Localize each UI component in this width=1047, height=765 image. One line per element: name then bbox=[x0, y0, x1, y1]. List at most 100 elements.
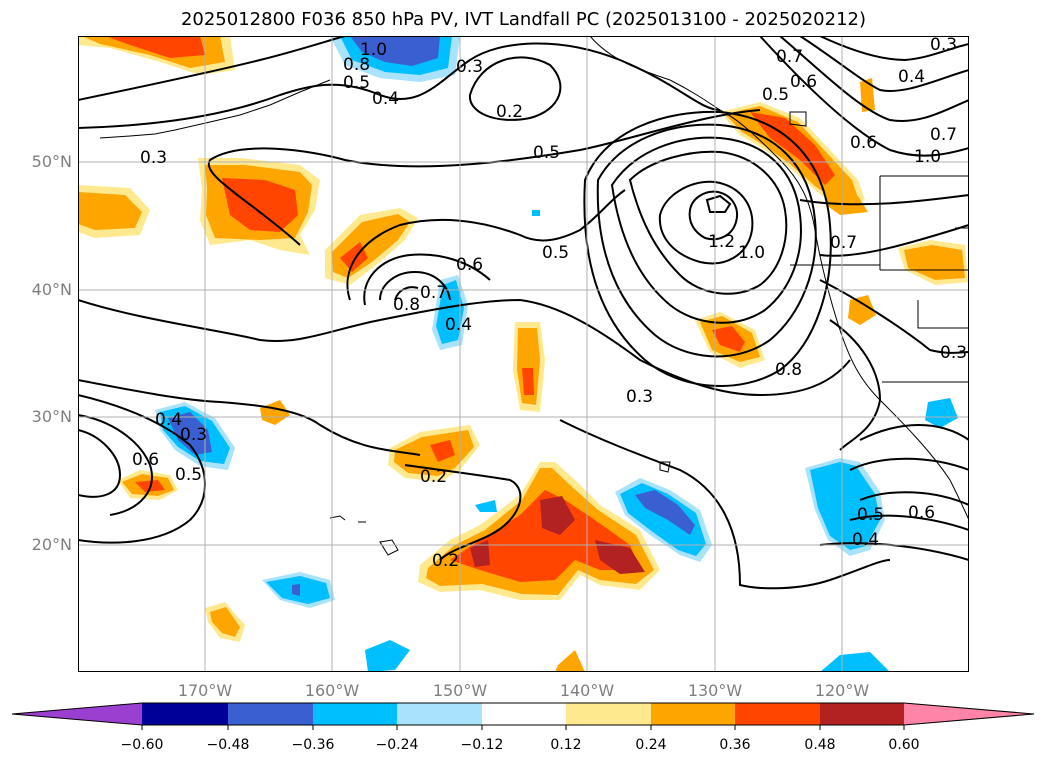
colorbar-swatch bbox=[397, 703, 482, 725]
lon-label-120w: 120°W bbox=[814, 681, 870, 700]
lon-label-170w: 170°W bbox=[177, 681, 233, 700]
lon-label-140w: 140°W bbox=[559, 681, 615, 700]
coastline bbox=[917, 300, 969, 329]
coastline bbox=[379, 539, 399, 556]
contour-label: 0.2 bbox=[432, 551, 459, 571]
contour-label: 0.3 bbox=[456, 57, 483, 77]
shade-neg bbox=[810, 462, 880, 550]
contour-line bbox=[468, 56, 562, 121]
colorbar-tick-label: 0.12 bbox=[550, 737, 581, 753]
contour-label: 0.8 bbox=[343, 55, 370, 75]
contour-label: 0.5 bbox=[175, 465, 202, 485]
shade-neg bbox=[292, 584, 300, 596]
contour-line bbox=[78, 298, 851, 397]
contour-line bbox=[207, 109, 761, 246]
contour-label: 0.5 bbox=[533, 143, 560, 163]
contour-label: 1.0 bbox=[914, 147, 941, 167]
colorbar: −0.60 −0.48 −0.36 −0.24 −0.12 0.12 0.24 … bbox=[11, 702, 1035, 753]
contour-line bbox=[559, 419, 891, 590]
lat-label-30n: 30°N bbox=[31, 407, 72, 426]
shade-neg bbox=[532, 210, 540, 216]
shade-pos bbox=[860, 78, 875, 112]
colorbar-tick-label: −0.48 bbox=[207, 737, 250, 753]
contour-label: 0.4 bbox=[372, 89, 399, 109]
contour-label: 0.6 bbox=[850, 133, 877, 153]
map-title: 2025012800 F036 850 hPa PV, IVT Landfall… bbox=[180, 9, 867, 30]
contour-label: 0.4 bbox=[852, 530, 879, 550]
map-panel: 1.0 0.8 0.5 0.4 0.3 0.2 0.7 0.6 0.5 0.3 … bbox=[78, 36, 969, 672]
contour-label: 0.3 bbox=[626, 387, 653, 407]
contour-line bbox=[705, 194, 732, 213]
colorbar-swatch bbox=[142, 703, 228, 725]
shade-pos bbox=[470, 540, 490, 567]
lon-label-150w: 150°W bbox=[432, 681, 488, 700]
colorbar-swatch bbox=[313, 703, 397, 725]
colorbar-swatch bbox=[651, 703, 735, 725]
contour-label: 0.5 bbox=[762, 85, 789, 105]
shade-pos bbox=[712, 326, 745, 352]
contour-line bbox=[859, 491, 969, 506]
shade-neg bbox=[820, 652, 890, 672]
contour-line bbox=[859, 424, 969, 441]
contour-line bbox=[78, 379, 421, 456]
contour-label: 0.3 bbox=[180, 425, 207, 445]
pv-contours bbox=[78, 36, 969, 590]
coastline bbox=[659, 461, 671, 473]
contour-label: 0.5 bbox=[343, 73, 370, 93]
contour-line bbox=[779, 36, 969, 122]
lat-label-40n: 40°N bbox=[31, 280, 72, 299]
contour-label: 0.7 bbox=[776, 47, 803, 67]
contour-label: 0.4 bbox=[898, 67, 925, 87]
contour-label: 0.5 bbox=[857, 505, 884, 525]
coastlines bbox=[99, 36, 969, 556]
shade-pos bbox=[848, 295, 876, 325]
contour-labels: 1.0 0.8 0.5 0.4 0.3 0.2 0.7 0.6 0.5 0.3 … bbox=[132, 36, 967, 571]
contour-label: 0.7 bbox=[830, 233, 857, 253]
shade-pos bbox=[540, 496, 575, 535]
shade-pos bbox=[826, 190, 868, 215]
colorbar-tick-label: 0.48 bbox=[804, 737, 835, 753]
contour-line bbox=[628, 150, 788, 295]
colorbar-swatch bbox=[820, 703, 904, 725]
contour-line bbox=[799, 194, 969, 206]
colorbar-ticks bbox=[141, 725, 905, 730]
contour-label: 1.2 bbox=[708, 232, 735, 252]
shade-pos bbox=[430, 440, 455, 462]
contour-line bbox=[819, 224, 969, 257]
colorbar-swatch bbox=[482, 703, 566, 725]
map-border bbox=[78, 36, 969, 672]
lat-label-50n: 50°N bbox=[31, 152, 72, 171]
contour-line bbox=[78, 414, 153, 516]
contour-line bbox=[394, 286, 419, 301]
contour-label: 0.8 bbox=[775, 360, 802, 380]
contour-label: 0.3 bbox=[140, 148, 167, 168]
shade-pos bbox=[210, 607, 240, 637]
shade-pos bbox=[105, 36, 205, 58]
colorbar-tick-label: −0.60 bbox=[121, 737, 164, 753]
colorbar-swatch bbox=[566, 703, 651, 725]
shaded-regions bbox=[78, 36, 968, 672]
coastline bbox=[589, 36, 969, 521]
contour-line bbox=[610, 136, 802, 324]
colorbar-tick-label: −0.12 bbox=[461, 737, 504, 753]
contour-line bbox=[583, 110, 832, 387]
contour-label: 0.3 bbox=[930, 36, 957, 55]
contour-line bbox=[849, 457, 969, 471]
contour-label: 0.6 bbox=[456, 255, 483, 275]
coastline bbox=[329, 515, 346, 521]
shade-pos bbox=[222, 178, 298, 232]
shade-neg bbox=[168, 412, 212, 455]
contour-label: 0.7 bbox=[930, 125, 957, 145]
contour-label: 1.0 bbox=[360, 40, 387, 60]
shade-neg bbox=[635, 490, 695, 535]
colorbar-tick-label: −0.24 bbox=[376, 737, 419, 753]
coastline bbox=[789, 111, 807, 127]
contour-line bbox=[759, 36, 969, 157]
contour-line bbox=[78, 429, 122, 498]
contour-label: 0.6 bbox=[132, 450, 159, 470]
contour-line bbox=[78, 36, 346, 101]
contour-label: 0.4 bbox=[155, 410, 182, 430]
colorbar-tick-label: 0.24 bbox=[635, 737, 666, 753]
colorbar-extend-left bbox=[12, 703, 142, 725]
contour-label: 0.4 bbox=[445, 315, 472, 335]
